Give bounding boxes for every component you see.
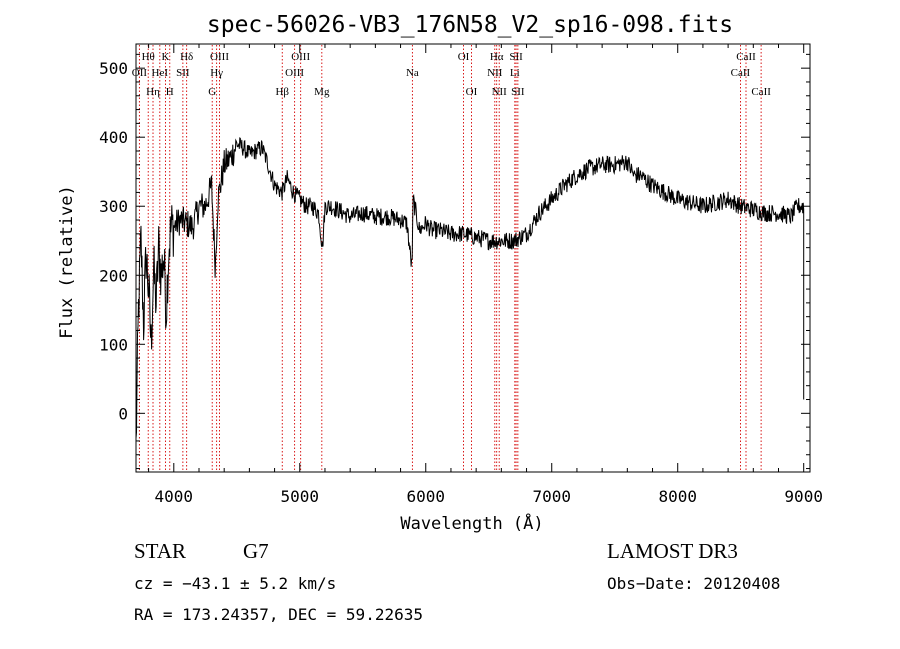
line-label: K: [162, 51, 170, 63]
chart-title: spec-56026-VB3_176N58_V2_sp16-098.fits: [207, 12, 733, 38]
spectral-line-markers: [138, 45, 762, 471]
redshift-info: cz = −43.1 ± 5.2 km/s: [134, 574, 336, 593]
x-tick-label: 6000: [406, 487, 445, 506]
spectral-line-labels: OIIHθHηHeIKHSIIHδGHγOIIIHβOIIIOIIIMgNaOI…: [132, 51, 771, 98]
x-axis-label: Wavelength (Å): [400, 512, 543, 534]
line-label: SII: [509, 51, 523, 63]
line-label: CaII: [751, 86, 771, 98]
x-tick-label: 9000: [784, 487, 823, 506]
line-label: OIII: [210, 51, 229, 63]
line-label: Li: [510, 67, 520, 79]
spectrum-series: [135, 137, 805, 439]
y-tick-label: 100: [99, 335, 128, 354]
y-tick-label: 200: [99, 266, 128, 285]
line-label: Hθ: [142, 51, 155, 63]
plot-frame: [135, 43, 811, 473]
y-axis: 0 100 200 300 400 500: [99, 53, 810, 470]
line-label: G: [208, 86, 216, 98]
x-tick-label: 4000: [155, 487, 194, 506]
line-label: OI: [458, 51, 470, 63]
line-label: NII: [492, 86, 508, 98]
y-tick-label: 300: [99, 197, 128, 216]
line-label: Hη: [146, 86, 160, 98]
line-label: Hγ: [210, 67, 223, 79]
line-label: Hδ: [180, 51, 193, 63]
line-label: CaII: [731, 67, 751, 79]
survey-name: LAMOST DR3: [607, 539, 738, 563]
line-label: SII: [511, 86, 525, 98]
x-tick-label: 5000: [281, 487, 320, 506]
object-type: STAR: [134, 539, 186, 563]
x-axis: 4000 5000 6000 7000 8000 9000: [148, 44, 823, 506]
line-label: Hβ: [275, 86, 289, 98]
y-tick-label: 400: [99, 128, 128, 147]
x-tick-label: 7000: [532, 487, 571, 506]
coordinates: RA = 173.24357, DEC = 59.22635: [134, 605, 423, 624]
line-label: Na: [406, 67, 419, 79]
line-label: CaII: [736, 51, 756, 63]
line-label: OI: [466, 86, 478, 98]
spectrum-line: [135, 137, 805, 439]
obs-date: Obs−Date: 20120408: [607, 574, 780, 593]
line-label: OIII: [291, 51, 310, 63]
object-subclass: G7: [243, 539, 269, 563]
line-label: OII: [132, 67, 148, 79]
line-label: HeI: [152, 67, 169, 79]
y-axis-label: Flux (relative): [57, 185, 77, 339]
line-label: NII: [487, 67, 503, 79]
line-label: Hα: [490, 51, 504, 63]
line-label: SII: [176, 67, 190, 79]
line-label: OIII: [285, 67, 304, 79]
line-label: H: [166, 86, 174, 98]
y-tick-label: 500: [99, 59, 128, 78]
line-label: Mg: [314, 86, 330, 98]
x-tick-label: 8000: [658, 487, 697, 506]
y-tick-label: 0: [118, 404, 128, 423]
